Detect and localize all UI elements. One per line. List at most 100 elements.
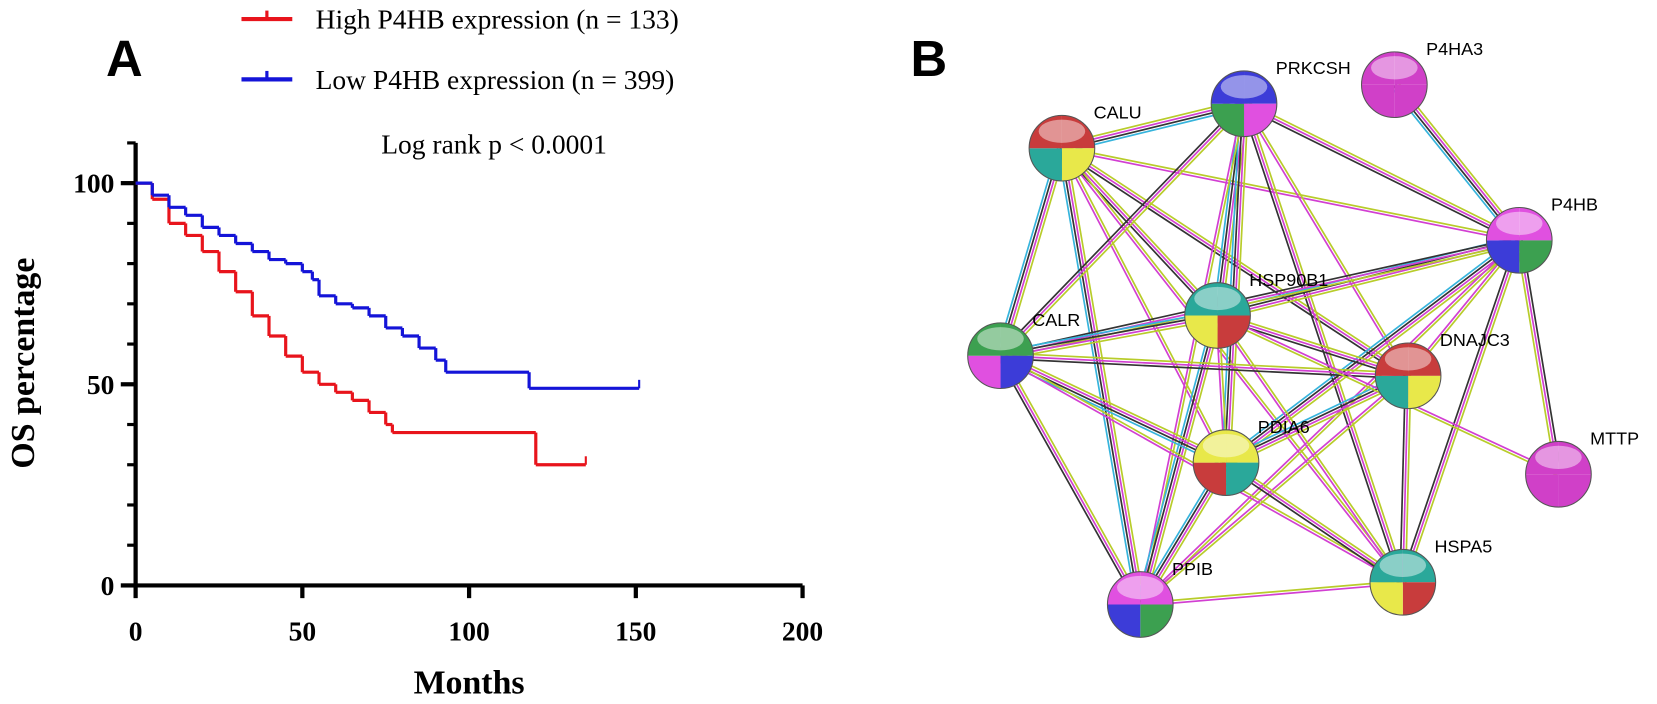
- node-sector: [1029, 115, 1062, 149]
- edge: [1521, 239, 1562, 474]
- legend-label: High P4HB expression (n = 133): [316, 4, 679, 35]
- edge: [1140, 240, 1521, 607]
- edge: [1404, 240, 1523, 584]
- node-highlight: [1116, 575, 1164, 600]
- node-highlight: [1220, 75, 1268, 99]
- x-tick-label: 100: [448, 615, 489, 646]
- edge: [1399, 375, 1407, 583]
- node-gloss: [1485, 206, 1553, 274]
- legend-label: Low P4HB expression (n = 399): [316, 64, 675, 95]
- node-sector: [967, 355, 1001, 389]
- node-sector: [1211, 103, 1245, 137]
- node-gloss: [1374, 342, 1442, 410]
- node-sector: [1402, 582, 1436, 616]
- node-highlight: [977, 327, 1024, 351]
- edge: [1000, 242, 1521, 360]
- node-highlight: [1384, 347, 1432, 371]
- edge: [1140, 315, 1220, 606]
- node-sector: [1000, 322, 1034, 356]
- edge: [1000, 353, 1227, 463]
- x-tick-label: 200: [782, 615, 823, 646]
- edge: [1062, 147, 1228, 463]
- edge: [1218, 312, 1410, 375]
- edge: [1000, 315, 1218, 358]
- edge: [1242, 105, 1519, 244]
- annotation: Log rank p < 0.0001: [381, 129, 607, 160]
- node-sector: [1193, 429, 1227, 463]
- node-sector: [1226, 462, 1259, 496]
- node-gloss: [1210, 70, 1278, 138]
- edge: [999, 236, 1519, 354]
- edge: [1138, 374, 1408, 605]
- edge: [1218, 243, 1521, 321]
- node-sector: [1394, 84, 1428, 118]
- edge: [1404, 375, 1412, 583]
- edge: [1244, 102, 1411, 376]
- edge: [1059, 149, 1408, 379]
- node-sector: [1107, 571, 1141, 605]
- edge: [1057, 148, 1138, 606]
- edge: [1223, 371, 1407, 460]
- edge: [1138, 103, 1244, 605]
- y-tick-label: 100: [73, 168, 114, 199]
- edge: [1242, 104, 1408, 377]
- edge: [1518, 240, 1560, 475]
- node-gloss: [967, 322, 1034, 390]
- node-sector: [1369, 549, 1403, 583]
- edge: [997, 356, 1139, 607]
- node-sector: [1061, 115, 1095, 149]
- edge: [1390, 86, 1517, 244]
- node-label: CALR: [1032, 310, 1080, 330]
- edge: [1062, 145, 1411, 375]
- edge: [1240, 104, 1402, 584]
- edge: [1062, 147, 1143, 605]
- edge: [1402, 240, 1521, 583]
- node-sector: [1226, 429, 1259, 463]
- edge: [1061, 147, 1219, 317]
- edge: [1227, 459, 1405, 581]
- node-sector: [1486, 207, 1520, 241]
- edge: [1515, 240, 1557, 475]
- node-sector: [1361, 51, 1395, 85]
- edge: [1065, 147, 1146, 604]
- node-label: P4HA3: [1426, 39, 1483, 59]
- node-highlight: [1371, 56, 1418, 80]
- node-sector: [1029, 148, 1062, 182]
- x-tick-label: 50: [289, 615, 317, 646]
- edge: [1140, 582, 1404, 607]
- edge: [1001, 105, 1247, 359]
- edge: [1062, 146, 1520, 240]
- node-sector: [1140, 604, 1174, 638]
- node-sector: [1000, 355, 1034, 389]
- node-sector: [1525, 474, 1559, 508]
- panel-label: A: [106, 30, 143, 87]
- edge: [1399, 239, 1518, 582]
- node-sector: [1408, 375, 1441, 409]
- edge: [1224, 238, 1519, 463]
- node-sector: [1184, 282, 1218, 316]
- node-sector: [1402, 549, 1436, 583]
- node-sector: [1519, 207, 1553, 241]
- edge: [1223, 236, 1518, 461]
- node-label: HSPA5: [1435, 537, 1493, 557]
- x-axis-label: Months: [414, 664, 525, 701]
- network: CALU PRKCSH P4HA3 P4HB HSP90B1 CALR DNAJC3 MTTP…: [967, 39, 1639, 638]
- edge: [1228, 242, 1523, 467]
- node-sector: [1486, 240, 1520, 274]
- edge: [1229, 103, 1249, 463]
- node-sector: [1525, 441, 1559, 475]
- edge: [1244, 100, 1521, 239]
- node-sector: [1375, 343, 1409, 376]
- edge: [997, 101, 1243, 355]
- node-sector: [1107, 604, 1141, 638]
- edge: [998, 147, 1062, 356]
- edge: [1140, 580, 1403, 604]
- node-gloss: [1525, 440, 1592, 508]
- edge: [1243, 103, 1404, 583]
- node-sector: [967, 322, 1001, 356]
- node-sector: [1061, 148, 1095, 182]
- node-sector: [1217, 282, 1251, 316]
- node-gloss: [1360, 51, 1428, 119]
